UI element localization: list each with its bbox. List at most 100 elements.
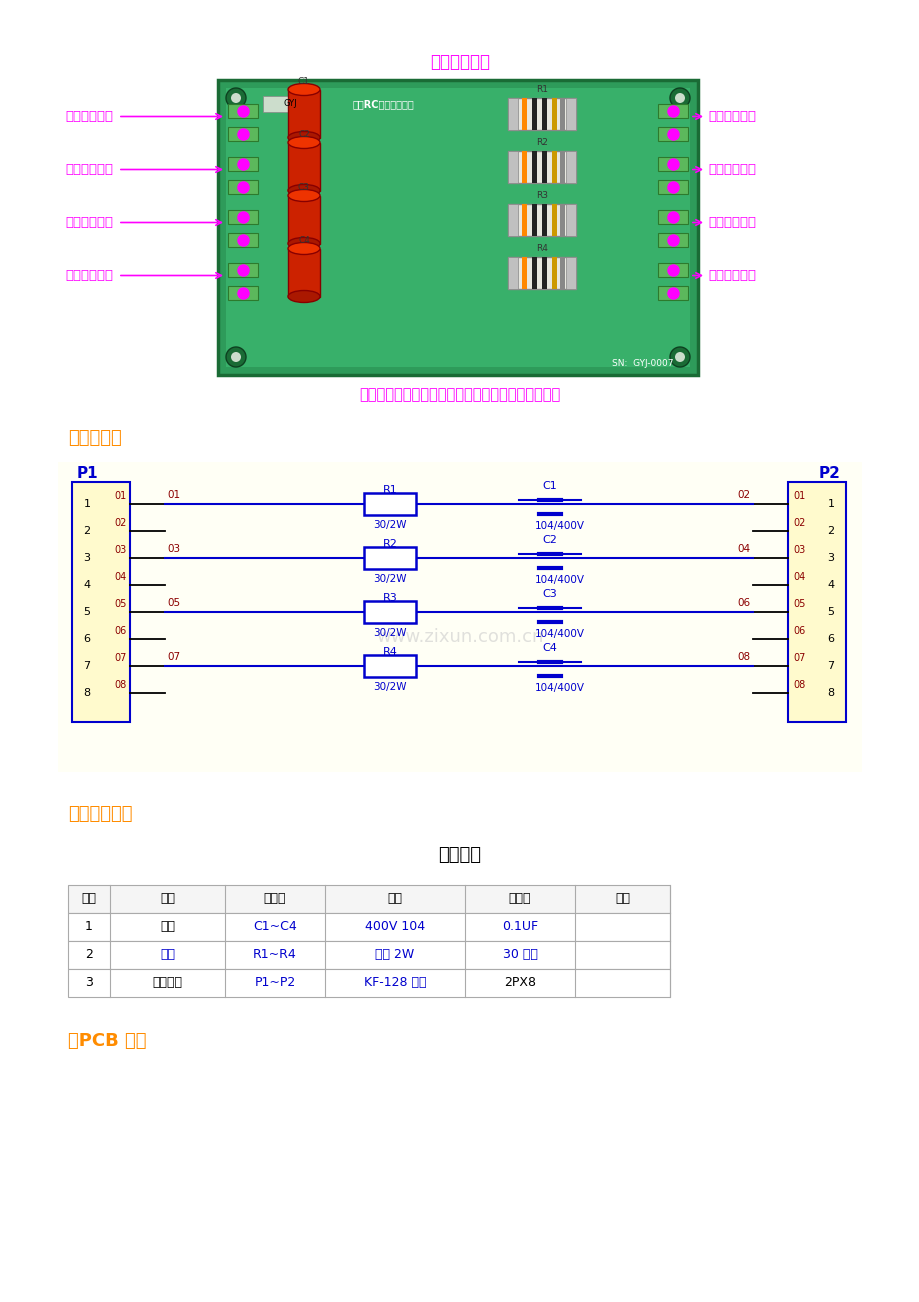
Text: 30/2W: 30/2W — [373, 628, 406, 638]
Bar — [364, 655, 415, 677]
Bar — [228, 263, 257, 277]
Bar — [657, 180, 687, 194]
Text: 第一路接线端: 第一路接线端 — [65, 109, 113, 122]
Text: 第三路接线端: 第三路接线端 — [708, 216, 755, 229]
Text: 第四路接线端: 第四路接线端 — [65, 270, 113, 283]
Bar — [68, 885, 669, 913]
Text: 30/2W: 30/2W — [373, 682, 406, 691]
Bar — [657, 128, 687, 141]
Text: 104/400V: 104/400V — [535, 575, 584, 585]
Text: C3: C3 — [298, 184, 310, 191]
Bar — [541, 256, 547, 289]
Bar — [551, 203, 556, 236]
Text: 07: 07 — [115, 654, 127, 663]
Text: KF-128 端子: KF-128 端子 — [363, 976, 425, 990]
Text: R3: R3 — [382, 592, 397, 603]
Text: 03: 03 — [167, 544, 180, 553]
Text: 5: 5 — [826, 607, 834, 617]
Bar — [68, 941, 669, 969]
Text: 直插 2W: 直插 2W — [375, 948, 414, 961]
Text: R4: R4 — [536, 243, 548, 253]
Text: 03: 03 — [792, 546, 804, 555]
Text: 备注: 备注 — [614, 892, 630, 905]
Bar — [531, 256, 537, 289]
Bar — [68, 969, 669, 997]
Ellipse shape — [288, 290, 320, 302]
Ellipse shape — [231, 352, 241, 362]
Bar — [226, 89, 689, 367]
Text: C4: C4 — [542, 643, 557, 654]
Text: 第四路接线端: 第四路接线端 — [708, 270, 755, 283]
Bar — [507, 256, 517, 289]
Bar — [541, 203, 547, 236]
Text: 08: 08 — [792, 680, 804, 690]
Text: P1: P1 — [77, 466, 98, 482]
Text: 0.1UF: 0.1UF — [502, 921, 538, 934]
Text: P2: P2 — [818, 466, 840, 482]
Text: GYJ: GYJ — [283, 99, 297, 108]
Text: 02: 02 — [115, 518, 127, 529]
Bar — [228, 233, 257, 247]
Text: 元件清单: 元件清单 — [438, 846, 481, 865]
Bar — [228, 210, 257, 224]
Text: 3: 3 — [826, 553, 834, 562]
Text: 『原理图』: 『原理图』 — [68, 428, 121, 447]
Bar — [228, 104, 257, 118]
Text: 04: 04 — [792, 572, 804, 582]
Bar — [657, 263, 687, 277]
Bar — [541, 151, 547, 182]
Text: 01: 01 — [792, 491, 804, 501]
Text: 名称: 名称 — [160, 892, 175, 905]
Text: C1~C4: C1~C4 — [253, 921, 297, 934]
Text: P1~P2: P1~P2 — [254, 976, 295, 990]
Text: 1: 1 — [84, 499, 90, 509]
Bar — [364, 493, 415, 516]
Bar — [521, 203, 527, 236]
Bar — [507, 98, 517, 129]
Bar — [263, 96, 318, 112]
Text: 06: 06 — [737, 598, 750, 608]
Text: R1: R1 — [536, 85, 548, 94]
Bar — [228, 158, 257, 171]
Text: 03: 03 — [115, 546, 127, 555]
Text: 30/2W: 30/2W — [373, 574, 406, 585]
Text: R3: R3 — [536, 191, 548, 201]
Bar — [657, 158, 687, 171]
Text: 第二路接线端: 第二路接线端 — [65, 163, 113, 176]
Text: C2: C2 — [542, 535, 557, 546]
Bar — [228, 180, 257, 194]
Ellipse shape — [288, 242, 320, 254]
Text: 01: 01 — [167, 490, 180, 500]
Text: 02: 02 — [737, 490, 750, 500]
Text: 02: 02 — [792, 518, 804, 529]
Text: 型号: 型号 — [387, 892, 403, 905]
Text: 06: 06 — [115, 626, 127, 635]
Text: 『元件清单』: 『元件清单』 — [68, 805, 132, 823]
Bar — [228, 286, 257, 299]
Bar — [541, 98, 547, 129]
Text: R2: R2 — [536, 138, 548, 147]
Bar — [288, 195, 320, 243]
Bar — [531, 203, 537, 236]
Text: 30/2W: 30/2W — [373, 519, 406, 530]
Bar — [507, 98, 575, 129]
Text: 04: 04 — [115, 572, 127, 582]
Bar — [507, 256, 575, 289]
Ellipse shape — [669, 89, 689, 108]
Bar — [788, 482, 845, 723]
Bar — [565, 151, 575, 182]
Text: 06: 06 — [792, 626, 804, 635]
Text: 05: 05 — [792, 599, 804, 609]
Text: 参数值: 参数值 — [508, 892, 530, 905]
Bar — [364, 602, 415, 622]
Bar — [565, 203, 575, 236]
Text: SN:  GYJ-0007: SN: GYJ-0007 — [611, 358, 673, 367]
Text: R4: R4 — [382, 647, 397, 658]
Text: 04: 04 — [737, 544, 750, 553]
Bar — [531, 151, 537, 182]
Ellipse shape — [675, 352, 685, 362]
Bar — [560, 256, 564, 289]
Ellipse shape — [669, 348, 689, 367]
Bar — [288, 90, 320, 138]
Text: 左右接线对称: 左右接线对称 — [429, 53, 490, 72]
